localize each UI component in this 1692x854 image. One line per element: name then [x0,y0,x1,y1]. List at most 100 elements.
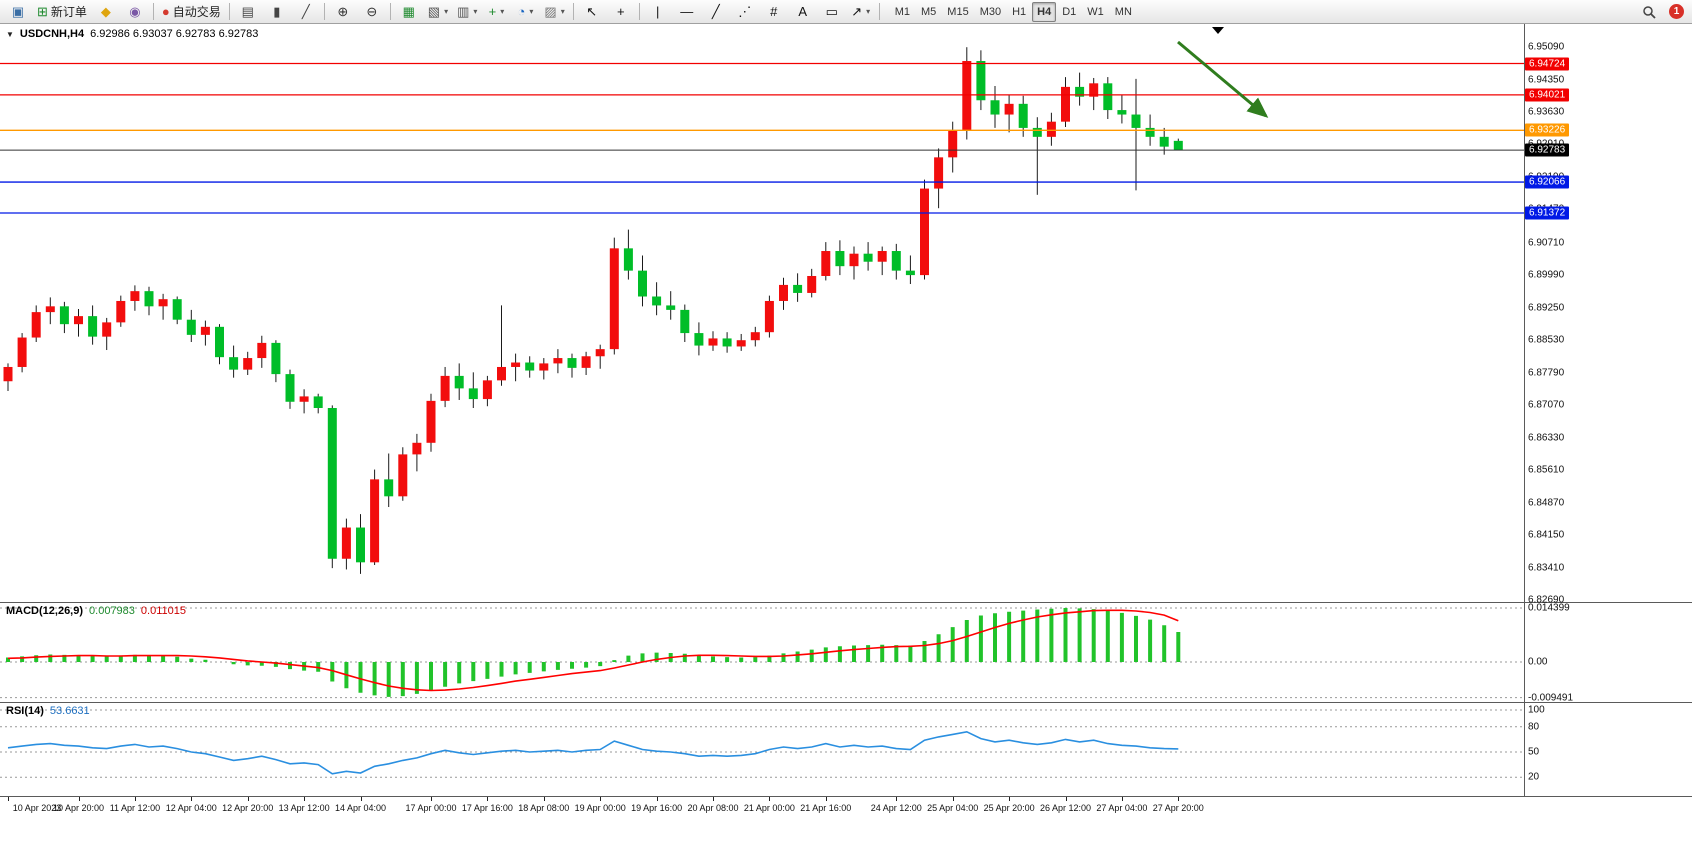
candlestick [1004,103,1014,115]
vertical-line-button[interactable]: | [644,1,672,23]
time-axis-label: 13 Apr 12:00 [278,803,330,813]
timeframe-m5[interactable]: M5 [921,5,937,18]
text-label-button[interactable]: ▭ [818,1,846,23]
arrange-windows-button[interactable]: ▥ ▾ [453,1,481,23]
time-axis-label: 20 Apr 08:00 [687,803,739,813]
auto-trading-button[interactable]: ● 自动交易 [158,1,225,23]
candlestick [299,396,309,402]
new-chart-icon: ▣ [11,4,25,19]
chevron-down-icon: ▾ [529,7,534,16]
rsi-panel[interactable] [0,702,1524,801]
candlestick [652,296,662,306]
toolbar: ▣ ⊞ 新订单 ◆ ◉ ● 自动交易 ▤ ▮ ╱ ⊕ ⊖ ▦ ▧ ▾ ▥ ▾ + ▾ ◔ ▾ ▨ ▾ ↖ + | — ╱ ⋰ # A ▭ ↗ ▾ … [0,0,1692,24]
time-tick [360,797,362,801]
zoom-out-button[interactable]: ⊖ [358,1,386,23]
time-tick [1121,797,1123,801]
time-axis[interactable]: 10 Apr 2023 10 Apr 20:00 11 Apr 12:00 12 Ap… [0,796,1692,816]
collapse-icon[interactable]: ▼ [6,29,14,39]
time-axis-label: 27 Apr 20:00 [1152,803,1204,813]
chart-shift-marker-icon[interactable] [1212,27,1224,34]
profiles-button[interactable]: ◆ [92,1,120,23]
candlestick [130,291,140,301]
time-tick [1178,797,1180,801]
time-tick [543,797,545,801]
candlestick [1145,127,1155,137]
tile-windows-button[interactable]: ▦ [395,1,423,23]
time-tick [134,797,136,801]
periods-button[interactable]: ◔ ▾ [511,1,539,23]
chart-window[interactable]: ▼ USDCNH,H4 6.92986 6.93037 6.92783 6.92… [0,24,1692,854]
new-order-icon: ⊞ [37,4,48,19]
text-button[interactable]: A [789,1,817,23]
price-axis-label: 6.95090 [1528,41,1565,53]
templates-button[interactable]: ▨ ▾ [540,1,568,23]
toolbar-separator [638,3,640,20]
auto-trading-button-label: 自动交易 [172,5,221,19]
main-chart[interactable] [0,24,1524,607]
rsi-line [7,730,1179,775]
candlestick [920,188,929,276]
arrow-annotation[interactable] [1177,40,1269,118]
arrange-windows-icon: ▥ [457,4,470,19]
candlestick-chart-button[interactable]: ▮ [263,1,291,23]
notification-badge[interactable]: 1 [1669,4,1684,19]
line-chart-button[interactable]: ╱ [292,1,320,23]
trendline-button[interactable]: ╱ [702,1,730,23]
fibonacci-button[interactable]: # [760,1,788,23]
timeframe-m1[interactable]: M1 [894,5,911,18]
toolbar-separator [323,3,325,20]
candlestick [750,332,760,341]
cascade-windows-button[interactable]: ▧ ▾ [424,1,452,23]
new-chart-button[interactable]: ▣ [4,1,32,23]
timeframe-mn[interactable]: MN [1114,5,1132,18]
macd-main-value: 0.007983 [89,605,135,617]
timeframe-w1[interactable]: W1 [1087,5,1104,18]
equidistant-channel-button[interactable]: ⋰ [731,1,759,23]
candlestick [257,342,267,359]
vertical-line-icon: | [656,4,660,19]
time-tick [304,797,306,801]
price-axis-label: 6.93630 [1528,106,1565,118]
timeframe-h4[interactable]: H4 [1032,1,1057,22]
rsi-label: RSI(14) 53.6631 [6,705,90,717]
arrows-button[interactable]: ↗ ▾ [847,1,875,23]
text-label-icon: ▭ [825,4,838,19]
indicators-icon: + [488,4,497,19]
candlestick [102,322,112,337]
toolbar-separator [389,3,391,20]
indicators-button[interactable]: + ▾ [482,1,510,23]
horizontal-line-button[interactable]: — [673,1,701,23]
rsi-panel-divider[interactable] [0,702,1692,703]
price-axis-label: 6.90710 [1528,237,1565,249]
bar-chart-button[interactable]: ▤ [234,1,262,23]
crosshair-button[interactable]: + [607,1,635,23]
candlestick [736,340,746,347]
price-axis-label: 6.86330 [1528,432,1565,444]
search-button[interactable] [1635,1,1663,23]
zoom-in-button[interactable]: ⊕ [329,1,357,23]
price-axis-label: 6.89250 [1528,302,1565,314]
macd-panel[interactable] [0,602,1524,707]
candlestick [243,358,253,370]
text-icon: A [798,4,808,19]
market-watch-icon: ◉ [129,4,141,19]
market-watch-button[interactable]: ◉ [121,1,149,23]
candlestick [525,362,535,371]
candlestick [426,400,436,443]
timeframe-m30[interactable]: M30 [979,5,1002,18]
macd-panel-divider[interactable] [0,602,1692,603]
candlestick [45,306,55,313]
time-axis-label: 26 Apr 12:00 [1039,803,1092,813]
time-tick [1009,797,1011,801]
cursor-button[interactable]: ↖ [578,1,606,23]
cascade-windows-icon: ▧ [427,4,441,19]
timeframe-h1[interactable]: H1 [1012,5,1027,18]
new-order-button[interactable]: ⊞ 新订单 [33,1,91,23]
candlestick [88,316,98,337]
new-order-button-label: 新订单 [50,5,87,19]
time-axis-label: 25 Apr 20:00 [983,803,1035,813]
time-axis-label: 21 Apr 16:00 [800,803,852,813]
timeframe-m15[interactable]: M15 [947,5,969,18]
timeframe-d1[interactable]: D1 [1062,5,1077,18]
